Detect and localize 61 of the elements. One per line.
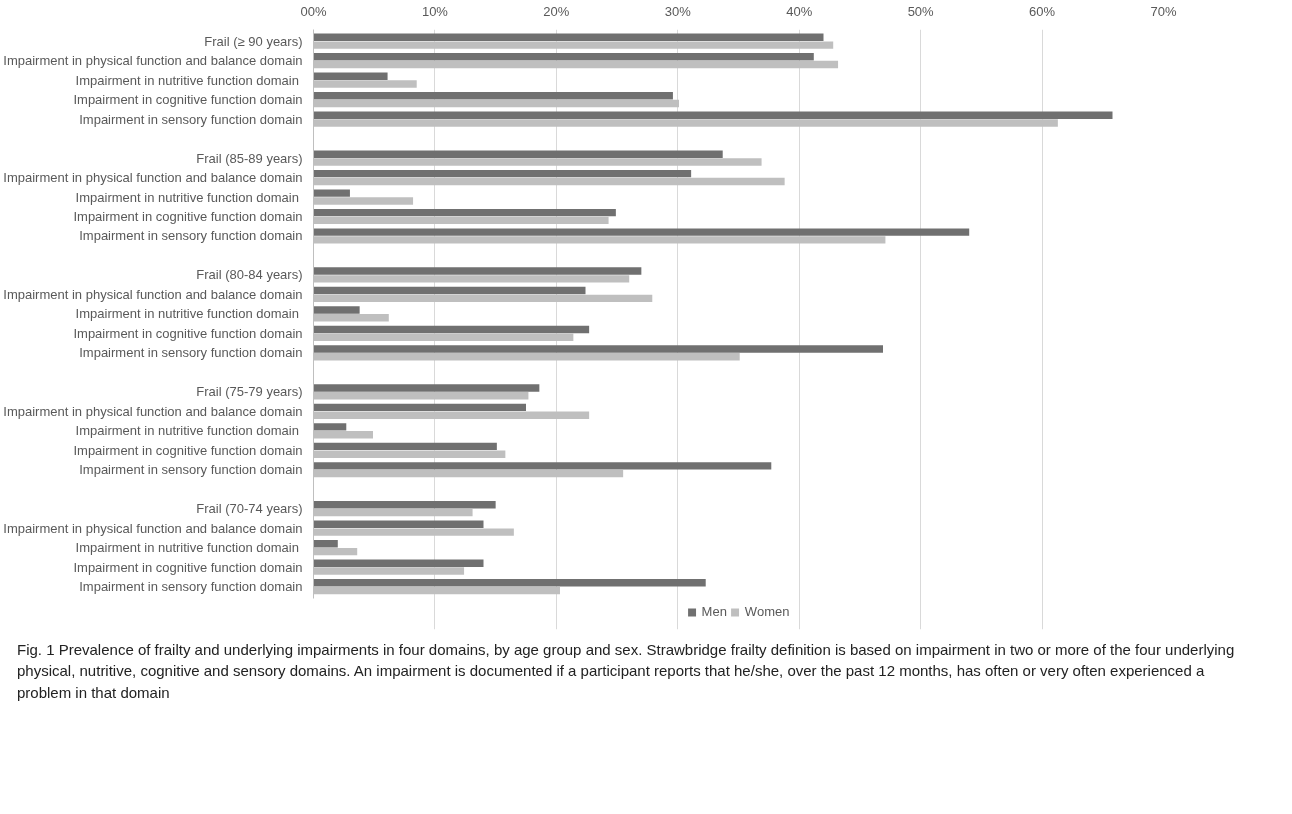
bar	[313, 267, 642, 275]
bar	[313, 501, 496, 509]
y-tick-label: Impairment in physical function and balance domain	[3, 170, 303, 186]
x-tick-label: 10%	[421, 3, 449, 19]
y-tick-label: Impairment in sensory function domain	[79, 579, 303, 595]
bar	[313, 306, 360, 314]
y-tick-label: Impairment in physical function and balance domain	[3, 403, 303, 419]
y-tick-label: Impairment in nutritive function domain	[75, 540, 299, 556]
bar	[313, 169, 692, 178]
bar	[313, 345, 883, 353]
y-tick-label: Impairment in cognitive function domain	[73, 325, 303, 341]
bar	[313, 384, 540, 392]
y-tick-label: Frail (70-74 years)	[196, 501, 303, 517]
bar	[313, 72, 388, 80]
x-tick-label: 50%	[907, 3, 935, 19]
y-tick-label: Impairment in nutritive function domain	[75, 189, 299, 205]
y-tick-label: Impairment in cognitive function domain	[73, 559, 303, 575]
bar	[313, 442, 497, 451]
y-tick-label: Impairment in nutritive function domain	[75, 423, 299, 439]
y-tick-label: Impairment in cognitive function domain	[73, 209, 303, 225]
y-tick-label: Frail (≥ 90 years)	[204, 33, 303, 49]
x-tick-label: 40%	[786, 3, 813, 19]
y-tick-label: Impairment in sensory function domain	[79, 462, 303, 478]
y-tick-label: Impairment in sensory function domain	[79, 345, 303, 361]
bar	[313, 540, 338, 548]
bar	[313, 150, 723, 158]
y-tick-label: Impairment in cognitive function domain	[73, 442, 303, 458]
bar	[313, 462, 772, 470]
bar	[313, 189, 350, 197]
y-tick-label: Impairment in nutritive function domain	[75, 72, 299, 88]
y-tick-label: Impairment in physical function and balance domain	[3, 53, 303, 69]
x-tick-label: 70%	[1150, 3, 1177, 19]
bar	[313, 92, 673, 100]
bar	[313, 111, 1113, 119]
bar	[313, 286, 586, 295]
bar	[313, 325, 590, 334]
bar	[313, 579, 706, 587]
bar	[313, 520, 484, 529]
y-tick-label: Frail (75-79 years)	[196, 384, 303, 400]
y-tick-label: Impairment in physical function and balance domain	[3, 286, 303, 302]
y-tick-label: Impairment in sensory function domain	[79, 228, 303, 244]
bar	[313, 53, 814, 61]
caption: Fig. 1 Prevalence of frailty and underlying impairments in four domains, by age group and sex. Strawbridge frailty definition is based on impairment in two or more of the four underlying physical, nutritive, cognitive and sensory domains. An impairment is documented if a participant reports that he/she, over the past 12 months, has often or very often experienced a problem in that domain	[17, 640, 1236, 703]
y-tick-label: Frail (85-89 years)	[196, 150, 303, 166]
x-tick-label: 30%	[664, 3, 692, 19]
bar	[313, 423, 347, 431]
y-tick-label: Impairment in physical function and balance domain	[3, 520, 303, 536]
y-tick-label: Frail (80-84 years)	[196, 267, 303, 283]
bar	[313, 33, 824, 41]
x-tick-label: 00%	[300, 3, 327, 19]
legend-label: Men	[701, 604, 727, 619]
bar	[313, 403, 526, 412]
y-tick-label: Impairment in sensory function domain	[79, 111, 303, 127]
y-tick-label: Impairment in cognitive function domain	[73, 92, 303, 108]
x-tick-label: 20%	[543, 3, 570, 19]
bar	[313, 208, 616, 217]
legend-label: Women	[744, 604, 790, 619]
y-tick-label: Impairment in nutritive function domain	[75, 306, 299, 322]
bar	[313, 559, 484, 567]
bar	[313, 228, 970, 236]
x-tick-label: 60%	[1029, 3, 1056, 19]
